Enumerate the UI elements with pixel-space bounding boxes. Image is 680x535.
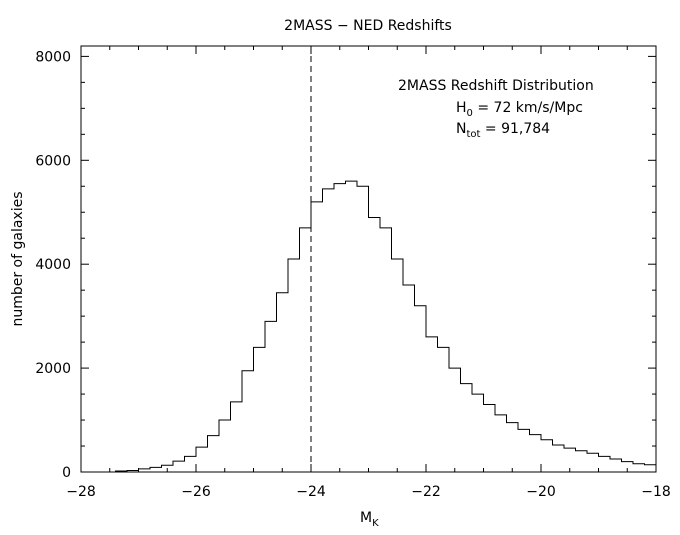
x-axis-label-subscript: K — [372, 518, 379, 529]
y-axis-ticks — [81, 55, 656, 473]
x-tick-label: −20 — [526, 484, 556, 500]
y-axis-tick-labels: 0 2000 4000 6000 8000 — [35, 49, 71, 481]
x-tick-label: −22 — [411, 484, 441, 500]
y-tick-label: 0 — [62, 465, 71, 481]
annotation-line-3: Ntot = 91,784 — [456, 121, 550, 140]
annotation-h-subscript: 0 — [467, 108, 473, 119]
annotation-n-value: = 91,784 — [480, 121, 550, 137]
annotation-h-value: = 72 km/s/Mpc — [473, 100, 583, 116]
x-tick-label: −28 — [66, 484, 96, 500]
x-axis-label: MK — [360, 510, 379, 529]
y-axis-label: number of galaxies — [10, 191, 26, 326]
x-tick-label: −26 — [181, 484, 211, 500]
y-tick-label: 8000 — [35, 49, 71, 65]
histogram-outline — [115, 180, 657, 472]
annotation-line-1: 2MASS Redshift Distribution — [398, 78, 594, 94]
annotation-line-2: H0 = 72 km/s/Mpc — [456, 100, 583, 119]
x-axis-tick-labels: −28 −26 −24 −22 −20 −18 — [66, 484, 671, 500]
annotation-h-symbol: H — [456, 100, 467, 116]
annotation-n-symbol: N — [456, 121, 466, 137]
chart-title: 2MASS − NED Redshifts — [284, 18, 452, 34]
y-tick-label: 2000 — [35, 361, 71, 377]
y-tick-label: 4000 — [35, 257, 71, 273]
annotation-n-subscript: tot — [466, 129, 480, 140]
x-axis-label-main: M — [360, 510, 372, 526]
y-tick-label: 6000 — [35, 153, 71, 169]
x-tick-label: −18 — [641, 484, 671, 500]
x-tick-label: −24 — [296, 484, 326, 500]
